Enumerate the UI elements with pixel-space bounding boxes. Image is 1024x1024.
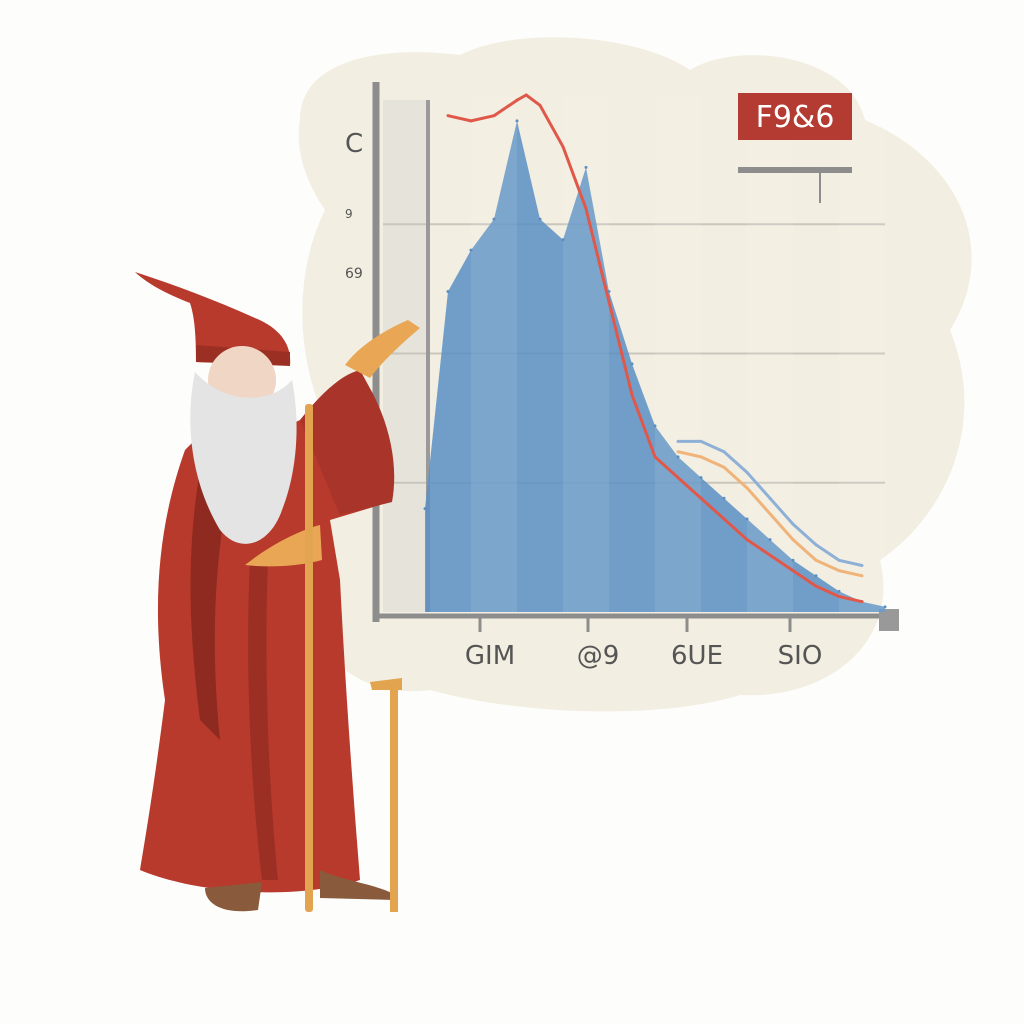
x-tick-label: GIM (465, 641, 515, 671)
line-point (745, 486, 749, 490)
line-point (745, 538, 749, 542)
area-point (584, 165, 588, 169)
area-point (837, 589, 841, 593)
area-point (676, 455, 680, 459)
area-point (630, 362, 634, 366)
line-point (699, 496, 703, 500)
area-stripe (471, 95, 517, 612)
wizard-staff (305, 404, 313, 912)
line-point (860, 600, 864, 604)
area-point (515, 119, 519, 123)
area-point (561, 238, 565, 242)
badge-text: F9&6 (756, 100, 835, 135)
area-point (538, 217, 542, 221)
y-tick-label: C (345, 129, 363, 159)
line-point (860, 574, 864, 578)
line-point (837, 558, 841, 562)
line-point (676, 450, 680, 454)
axis-panel (383, 100, 428, 612)
area-point (814, 574, 818, 578)
standing-staff (370, 678, 402, 912)
line-point (768, 496, 772, 500)
line-point (837, 594, 841, 598)
x-tick-label: @9 (577, 641, 620, 671)
area-stripe (563, 95, 609, 612)
x-tick-label: 6UE (671, 641, 723, 671)
line-point (630, 393, 634, 397)
line-point (676, 439, 680, 443)
line-series-1 (447, 93, 863, 604)
area-point (492, 217, 496, 221)
line-point (699, 439, 703, 443)
wizard-lower-hand (245, 525, 322, 567)
line-point (607, 300, 611, 304)
wizard-robe-fold (190, 470, 230, 740)
line-point (722, 517, 726, 521)
line-point (768, 553, 772, 557)
badge-box (738, 93, 852, 140)
wizard-sleeve (300, 370, 395, 515)
line-point (676, 476, 680, 480)
line-point (722, 465, 726, 469)
area-point (768, 538, 772, 542)
line-point (515, 98, 519, 102)
axis-end-cap (879, 609, 899, 631)
area-stripe (655, 95, 701, 612)
area-point (607, 289, 611, 293)
wizard-illustration (135, 272, 420, 912)
line-point (768, 512, 772, 516)
line-point (584, 207, 588, 211)
line-point (814, 543, 818, 547)
area-point (791, 558, 795, 562)
area-point (446, 289, 450, 293)
wizard-foot (320, 870, 395, 900)
area-stripe (839, 95, 885, 612)
line-point (446, 114, 450, 118)
area-point (469, 248, 473, 252)
line-point (814, 558, 818, 562)
line-point (814, 584, 818, 588)
y-tick-label: 9 (345, 207, 353, 221)
line-point (860, 563, 864, 567)
area-series (425, 120, 885, 613)
area-point (653, 424, 657, 428)
wizard-hat (135, 272, 291, 365)
line-point (653, 455, 657, 459)
line-point (745, 470, 749, 474)
wizard-beard (190, 372, 297, 544)
line-point (791, 569, 795, 573)
line-point (469, 119, 473, 123)
wizard-foot (205, 882, 262, 912)
line-point (524, 93, 528, 97)
line-point (791, 538, 795, 542)
area-point (722, 496, 726, 500)
wizard-hand (345, 320, 420, 378)
x-tick-label: SIO (778, 641, 823, 671)
area-point (423, 507, 427, 511)
area-point (745, 517, 749, 521)
line-point (538, 103, 542, 107)
line-point (699, 455, 703, 459)
y-tick-label: 69 (345, 266, 363, 282)
area-point (699, 476, 703, 480)
line-point (722, 450, 726, 454)
line-point (561, 145, 565, 149)
wizard-robe-fold (248, 560, 278, 880)
chart: C 9 69 GIM @9 6UE SIO F9&6 (345, 82, 899, 671)
line-point (837, 569, 841, 573)
area-point (883, 605, 887, 609)
line-point (492, 114, 496, 118)
line-point (791, 522, 795, 526)
area-stripe (747, 95, 793, 612)
